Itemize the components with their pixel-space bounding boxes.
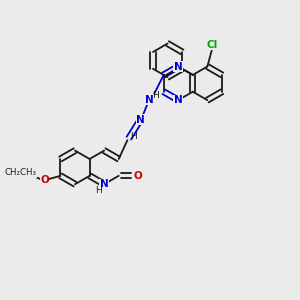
Text: CH₂CH₃: CH₂CH₃ xyxy=(5,168,37,177)
Text: N: N xyxy=(100,179,109,189)
Text: H: H xyxy=(95,186,102,195)
Text: N: N xyxy=(174,61,183,71)
Text: H: H xyxy=(130,132,137,141)
Text: O: O xyxy=(133,171,142,181)
Text: H: H xyxy=(152,91,159,100)
Text: Cl: Cl xyxy=(207,40,218,50)
Text: N: N xyxy=(174,95,183,105)
Text: O: O xyxy=(40,175,49,185)
Text: N: N xyxy=(136,115,145,125)
Text: N: N xyxy=(145,94,154,105)
